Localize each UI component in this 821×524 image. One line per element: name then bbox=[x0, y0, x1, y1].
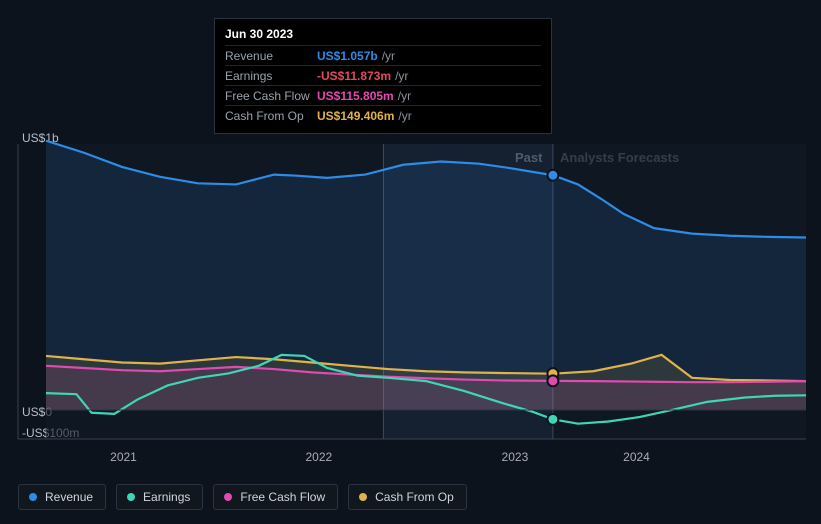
x-axis-label: 2021 bbox=[110, 450, 137, 464]
tooltip-unit: /yr bbox=[398, 89, 411, 103]
x-axis-label: 2023 bbox=[502, 450, 529, 464]
tooltip-row: RevenueUS$1.057b/yr bbox=[225, 45, 541, 65]
tooltip-date: Jun 30 2023 bbox=[225, 25, 541, 45]
tooltip-value: US$149.406m bbox=[317, 109, 394, 123]
tooltip-label: Free Cash Flow bbox=[225, 89, 317, 103]
tooltip-label: Revenue bbox=[225, 49, 317, 63]
tooltip-value: -US$11.873m bbox=[317, 69, 391, 83]
legend-item[interactable]: Revenue bbox=[18, 484, 106, 510]
tooltip-row: Free Cash FlowUS$115.805m/yr bbox=[225, 85, 541, 105]
tooltip-row: Cash From OpUS$149.406m/yr bbox=[225, 105, 541, 125]
tooltip-value: US$1.057b bbox=[317, 49, 378, 63]
legend: Revenue Earnings Free Cash Flow Cash From O… bbox=[18, 484, 467, 510]
legend-dot-icon bbox=[359, 493, 367, 501]
tooltip-unit: /yr bbox=[398, 109, 411, 123]
legend-label: Free Cash Flow bbox=[240, 490, 325, 504]
x-axis-label: 2024 bbox=[623, 450, 650, 464]
tooltip-label: Earnings bbox=[225, 69, 317, 83]
tooltip-unit: /yr bbox=[382, 49, 395, 63]
legend-dot-icon bbox=[127, 493, 135, 501]
legend-label: Earnings bbox=[143, 490, 190, 504]
chart-tooltip: Jun 30 2023 RevenueUS$1.057b/yrEarnings-… bbox=[214, 18, 552, 134]
legend-label: Revenue bbox=[45, 490, 93, 504]
legend-item[interactable]: Free Cash Flow bbox=[213, 484, 338, 510]
legend-item[interactable]: Cash From Op bbox=[348, 484, 467, 510]
legend-label: Cash From Op bbox=[375, 490, 454, 504]
tooltip-label: Cash From Op bbox=[225, 109, 317, 123]
legend-dot-icon bbox=[29, 493, 37, 501]
x-axis-label: 2022 bbox=[305, 450, 332, 464]
tooltip-row: Earnings-US$11.873m/yr bbox=[225, 65, 541, 85]
tooltip-unit: /yr bbox=[395, 69, 408, 83]
legend-item[interactable]: Earnings bbox=[116, 484, 203, 510]
chart-area[interactable] bbox=[46, 144, 806, 439]
tooltip-value: US$115.805m bbox=[317, 89, 394, 103]
legend-dot-icon bbox=[224, 493, 232, 501]
